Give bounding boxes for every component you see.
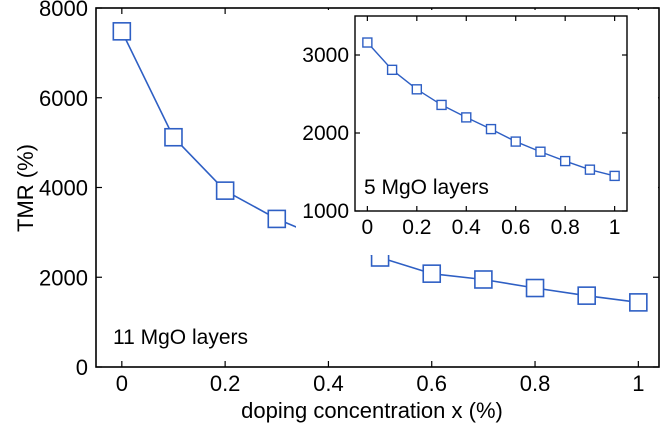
x-tick-label: 0.2 (210, 371, 241, 396)
y-tick-label: 1000 (302, 200, 349, 223)
y-tick-label: 6000 (39, 86, 88, 111)
data-point (559, 155, 571, 167)
data-point (386, 64, 398, 76)
data-point (510, 136, 521, 147)
y-axis-label: TMR (%) (13, 144, 38, 232)
main-annotation: 11 MgO layers (113, 326, 248, 349)
x-tick-label: 0.8 (551, 216, 580, 239)
inset-annotation: 5 MgO layers (364, 176, 489, 199)
y-tick-label: 4000 (39, 176, 88, 201)
data-point (362, 37, 373, 48)
data-point (164, 127, 183, 147)
inset-plot-frame (354, 15, 628, 212)
y-tick-label: 0 (76, 355, 88, 380)
x-tick-label: 0.8 (520, 371, 551, 396)
y-tick-label: 2000 (302, 122, 349, 145)
y-tick-label: 3000 (302, 44, 349, 67)
x-tick-label: 0 (362, 216, 374, 239)
x-tick-label: 1 (632, 371, 644, 396)
x-axis-label: doping concentration x (%) (241, 398, 503, 423)
data-point (436, 99, 447, 111)
y-tick-label: 8000 (39, 0, 88, 21)
inset-chart: 0 0.2 0.4 0.6 0.8 1 1000 2000 3000 5 MgO layers (296, 10, 658, 255)
x-tick-label: 0.6 (416, 371, 447, 396)
y-tick-label: 2000 (39, 265, 88, 290)
x-tick-label: 0 (116, 371, 128, 396)
data-point (525, 278, 545, 298)
main-ticks: 0 0.2 0.4 0.6 0.8 1 0 2000 4000 6000 8000 (39, 0, 659, 396)
inset-series (362, 37, 620, 182)
x-tick-label: 0.4 (452, 216, 482, 239)
data-point (609, 170, 620, 182)
data-point (629, 293, 648, 312)
data-point (485, 123, 497, 135)
data-point (584, 164, 596, 175)
x-tick-label: 0.2 (402, 216, 431, 239)
data-point (474, 270, 493, 289)
x-tick-label: 0.4 (313, 371, 344, 396)
inset-ticks: 0 0.2 0.4 0.6 0.8 1 1000 2000 3000 (302, 16, 627, 239)
x-tick-label: 1 (609, 216, 621, 239)
data-point (112, 22, 132, 41)
data-point (411, 84, 423, 95)
data-point (422, 264, 442, 283)
main-chart: 0 0.2 0.4 0.6 0.8 1 0 2000 4000 6000 8000 11 MgO l… (13, 0, 660, 423)
data-point (267, 209, 287, 229)
data-point (461, 112, 472, 123)
data-point (215, 181, 235, 200)
data-point (535, 146, 546, 157)
main-series (112, 22, 648, 312)
x-tick-label: 0.6 (501, 216, 530, 239)
data-point (577, 286, 596, 305)
